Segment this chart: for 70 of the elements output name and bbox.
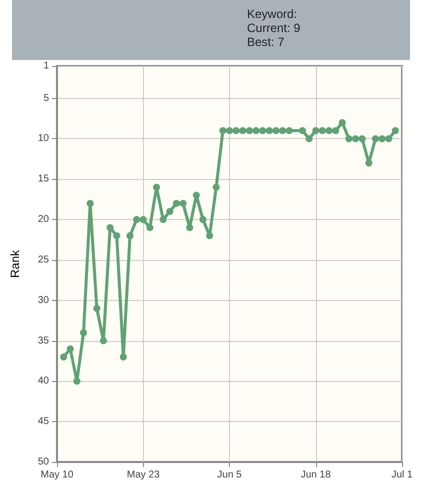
x-tick-label: Jul 1: [391, 470, 413, 480]
point: [358, 135, 366, 142]
point: [365, 159, 372, 166]
y-tick-label: 35: [38, 335, 50, 346]
point: [272, 127, 280, 134]
point: [199, 216, 206, 224]
point: [100, 337, 107, 344]
text: Current: 9: [247, 21, 300, 35]
x-tick-label: May 23: [126, 470, 160, 480]
point: [298, 127, 306, 134]
point: [306, 135, 313, 142]
point: [106, 224, 114, 232]
point: [312, 127, 320, 134]
point: [246, 127, 253, 134]
point: [338, 119, 346, 126]
y-tick-label: 10: [38, 133, 50, 144]
point: [133, 216, 140, 224]
point: [345, 135, 352, 142]
point: [239, 127, 246, 134]
x-tick-label: Jun 5: [217, 470, 242, 480]
point: [385, 135, 392, 142]
point: [166, 208, 174, 215]
point: [326, 127, 333, 134]
point: [219, 127, 226, 134]
point: [172, 200, 180, 207]
y-tick-label: 45: [38, 416, 50, 428]
point: [378, 135, 386, 142]
x-tick-label: May 10: [40, 470, 74, 480]
point: [80, 329, 88, 336]
y-tick-label: 20: [38, 214, 50, 226]
point: [113, 232, 120, 240]
point: [226, 127, 233, 134]
point: [232, 127, 240, 134]
point: [279, 127, 286, 134]
y-tick-label: 40: [38, 376, 50, 387]
point: [352, 135, 360, 142]
point: [120, 353, 127, 360]
point: [192, 192, 200, 199]
y-tick-label: 1: [43, 60, 50, 72]
text: Keyword:: [247, 7, 298, 21]
point: [66, 345, 74, 352]
point: [60, 353, 68, 360]
point: [252, 127, 260, 134]
point: [186, 224, 194, 232]
point: [318, 127, 326, 134]
point: [266, 127, 273, 134]
y-tick-label: 5: [43, 92, 50, 104]
point: [212, 184, 220, 191]
point: [259, 127, 266, 134]
point: [286, 127, 293, 134]
y-axis-title: Rank: [8, 248, 22, 278]
point: [160, 216, 167, 224]
point: [86, 200, 94, 207]
point: [180, 200, 187, 207]
text: Best: 7: [247, 35, 286, 49]
point: [332, 127, 340, 134]
point: [392, 127, 399, 134]
point: [206, 232, 214, 240]
x-tick-label: Jun 18: [300, 470, 332, 480]
point: [153, 184, 160, 191]
y-tick-label: 30: [38, 294, 50, 306]
y-tick-label: 15: [38, 174, 50, 185]
point: [146, 224, 154, 232]
point: [372, 135, 379, 142]
point: [126, 232, 134, 240]
y-tick-label: 25: [38, 254, 50, 266]
point: [140, 216, 147, 224]
y-tick-label: 50: [38, 456, 50, 468]
point: [93, 304, 100, 312]
point: [73, 378, 80, 385]
